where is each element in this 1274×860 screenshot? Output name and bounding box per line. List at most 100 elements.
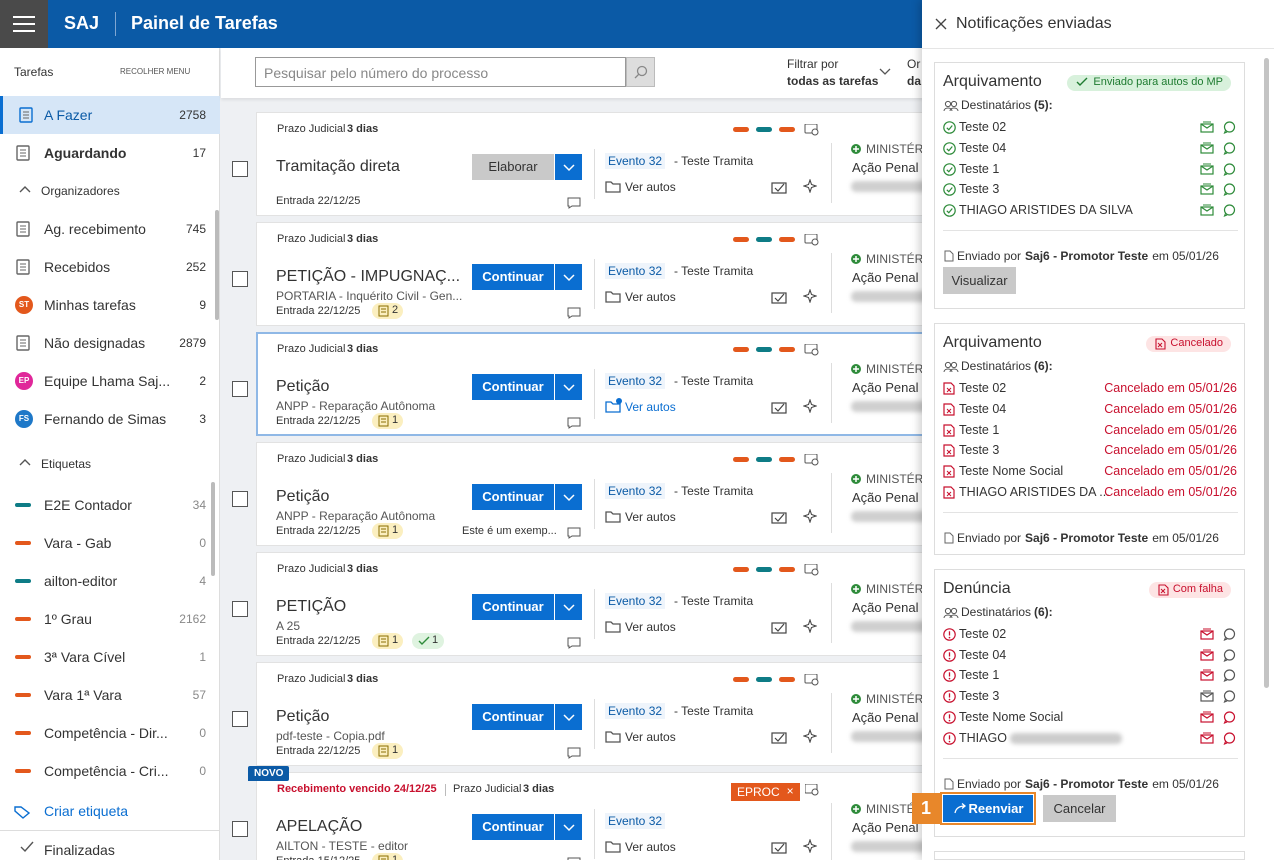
event-text: - Teste Tramita [674,704,754,718]
event[interactable]: Evento 32 [605,263,666,279]
action-button[interactable]: Continuar [472,594,554,620]
sidebar-item[interactable]: A Fazer 2758 [0,96,220,134]
task-card[interactable]: Prazo Judicial 3 dias Tramitação direta Ent… [256,112,961,216]
sidebar-section: Tarefas [14,65,54,79]
status-pill: Com falha [1148,581,1231,598]
action-dropdown[interactable] [555,594,582,620]
event[interactable]: Evento 32 [605,593,666,609]
action-button[interactable]: Continuar [472,264,554,290]
event[interactable]: Evento 32 [605,483,666,499]
finished[interactable]: Finalizadas [44,842,115,858]
event[interactable]: Evento 32 [605,703,666,719]
task-card[interactable]: Prazo Judicial 3 dias Petição ANPP - Repara… [256,332,961,436]
deadline: 3 dias [347,233,379,245]
item-icon [16,145,30,161]
action-button[interactable]: Continuar [472,484,554,510]
divider [831,143,832,203]
divider [594,479,595,529]
action-dropdown[interactable] [555,374,582,400]
task-checkbox[interactable] [232,601,248,617]
view-link[interactable]: Ver autos [625,840,676,854]
remove[interactable]: × [786,784,794,798]
notification-button[interactable]: Cancelar [1043,794,1116,822]
event[interactable]: Evento 32 [605,153,666,169]
sidebar-item[interactable]: Ag. recebimento 745 [0,210,220,248]
action-dropdown[interactable] [555,704,582,730]
action-button[interactable]: Continuar [472,704,554,730]
item-count: 4 [199,574,206,588]
sidebar-item[interactable]: Vara 1ª Vara 57 [0,676,220,714]
action-dropdown[interactable] [555,264,582,290]
sidebar-item[interactable]: Recebidos 252 [0,248,220,286]
sidebar-item[interactable]: Vara - Gab 0 [0,524,220,562]
filter-label: Filtrar por [787,57,839,71]
sidebar-item[interactable]: EP Equipe Lhama Saj... 2 [0,362,220,400]
view-link[interactable]: Ver autos [625,620,676,634]
search-button[interactable] [626,57,655,87]
party: MINISTÉRI [866,252,927,266]
sidebar-item[interactable]: ailton-editor 4 [0,562,220,600]
sidebar-item[interactable]: E2E Contador 34 [0,486,220,524]
checks-badge: 1 [412,633,445,649]
view-link[interactable]: Ver autos [625,180,676,194]
create-label[interactable]: Criar etiqueta [44,803,129,819]
task-checkbox[interactable] [232,271,248,287]
view-link[interactable]: Ver autos [625,400,676,414]
action-dropdown[interactable] [555,154,582,180]
task-card[interactable]: Prazo Judicial 3 dias PETIÇÃO A 25 Entrada 2… [256,552,961,656]
ai-icon [803,289,817,303]
recipient-name: Teste Nome Social [959,709,1064,724]
button-label: Reenviar [968,800,1024,816]
action-button[interactable]: Elaborar [472,154,554,180]
task-checkbox[interactable] [232,711,248,727]
task-card[interactable]: Prazo Judicial 3 dias Petição pdf-teste - C… [256,662,961,766]
blurred-text [851,291,961,302]
ai-icon [803,179,817,193]
party-icon [851,804,861,814]
sidebar-item[interactable]: Competência - Dir... 0 [0,714,220,752]
action-button[interactable]: Continuar [472,814,554,840]
notification-button[interactable]: Reenviar [940,791,1036,825]
task-card[interactable]: Recebimento vencido 24/12/25 Prazo Judici… [256,772,961,860]
task-card[interactable]: Prazo Judicial 3 dias Petição ANPP - Repara… [256,442,961,546]
notification-type: Arquivamento [943,334,1042,351]
view-link[interactable]: Ver autos [625,730,676,744]
task-checkbox[interactable] [232,161,248,177]
filter-value[interactable]: todas as tarefas [787,74,879,88]
sidebar-item[interactable]: Aguardando 17 [0,134,220,172]
deadline-label: Prazo Judicial [277,123,346,135]
notification-button[interactable]: Visualizar [943,267,1016,294]
view-link[interactable]: Ver autos [625,290,676,304]
sidebar-item[interactable]: ST Minhas tarefas 9 [0,286,220,324]
sidebar-item[interactable]: 3ª Vara Cível 1 [0,638,220,676]
sidebar-item[interactable]: FS Fernando de Simas 3 [0,400,220,438]
action-dropdown[interactable] [555,814,582,840]
recipient-note: Cancelado em 05/01/26 [1104,381,1237,395]
sidebar-item[interactable]: Competência - Cri... 0 [0,752,220,790]
close-icon[interactable] [935,18,947,30]
email-icon [1200,649,1214,661]
menu-button[interactable] [0,0,48,48]
color-tags [733,234,819,246]
item-icon [16,335,30,351]
event[interactable]: Evento 32 [605,813,666,829]
sort-value[interactable]: da [907,74,922,88]
panel-title: Notificações enviadas [956,15,1112,32]
sidebar-item[interactable]: Não designadas 2879 [0,324,220,362]
search-input[interactable]: Pesquisar pelo número do processo [255,57,626,87]
task-checkbox[interactable] [232,821,248,837]
task-checkbox[interactable] [232,381,248,397]
event[interactable]: Evento 32 [605,373,666,389]
comment-icon [567,417,581,429]
view-link[interactable]: Ver autos [625,510,676,524]
action-dropdown[interactable] [555,484,582,510]
action-button[interactable]: Continuar [472,374,554,400]
collapse-menu[interactable]: RECOLHER MENU [120,67,191,76]
task-card[interactable]: Prazo Judicial 3 dias PETIÇÃO - IMPUGNAÇ..… [256,222,961,326]
recipient-status [943,162,956,176]
sent-by: Enviado por Saj6 - Promotor Teste em 05/01… [957,249,1223,263]
ai-icon [803,839,817,853]
sidebar-item[interactable]: 1º Grau 2162 [0,600,220,638]
task-checkbox[interactable] [232,491,248,507]
recipients-count: (5): [1034,98,1053,112]
